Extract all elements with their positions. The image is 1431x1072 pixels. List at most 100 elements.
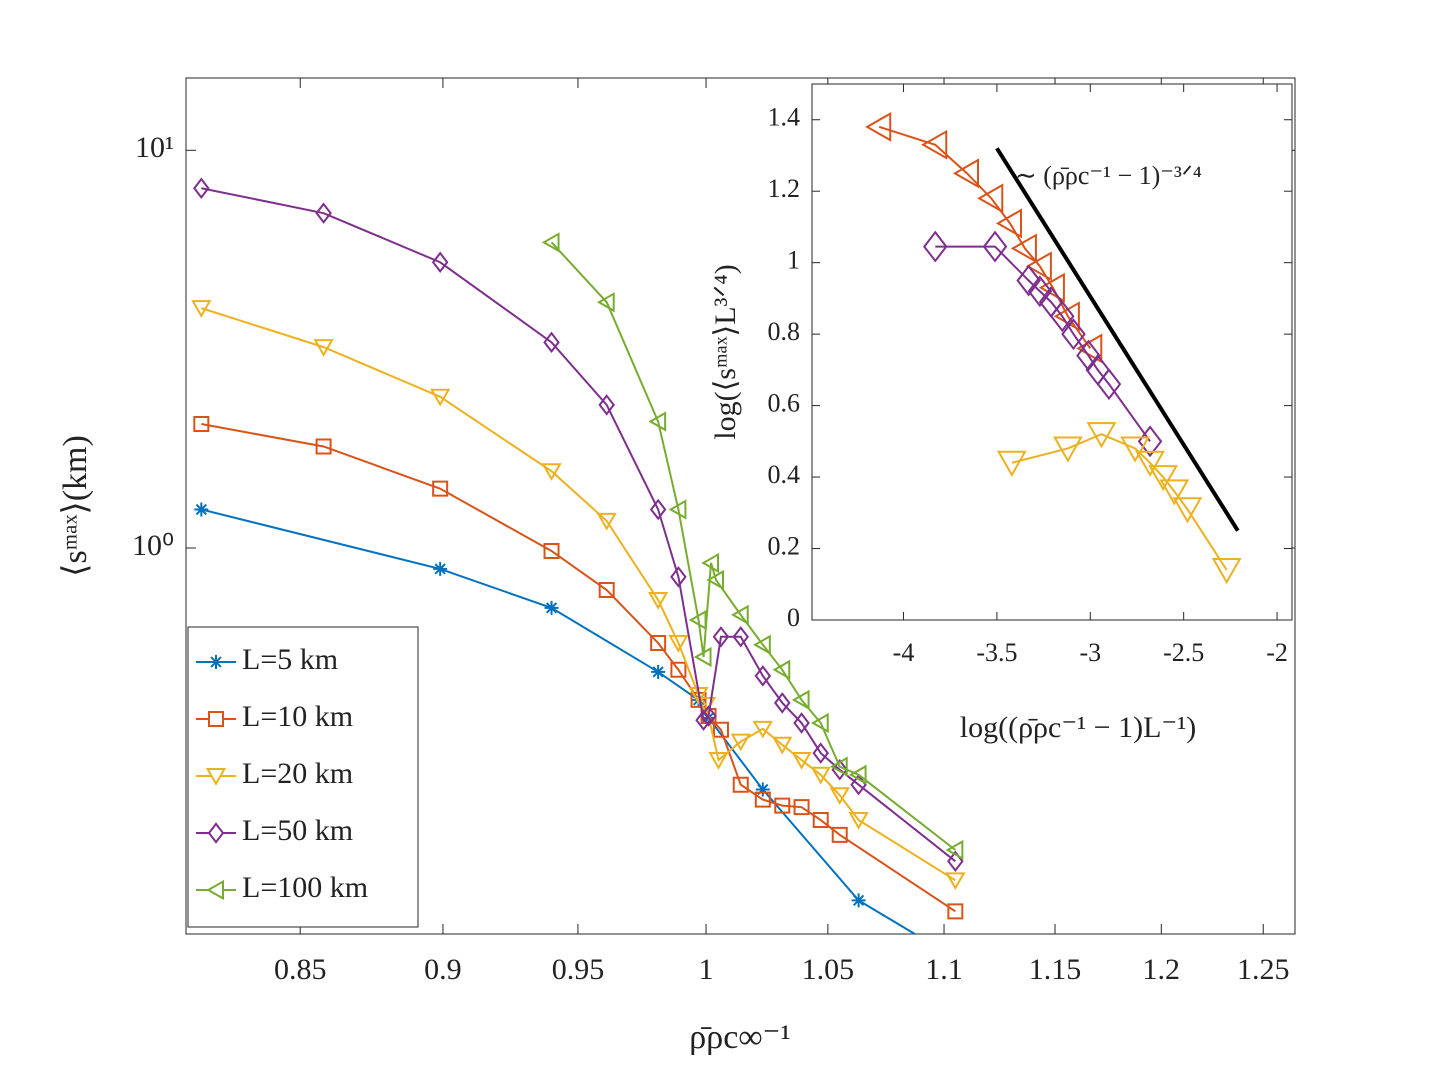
legend-marker xyxy=(205,768,227,786)
marker xyxy=(791,689,810,711)
marker xyxy=(433,561,448,576)
marker xyxy=(1086,422,1117,449)
marker xyxy=(670,661,687,678)
marker xyxy=(754,665,772,687)
legend-label: L=50 km xyxy=(242,814,353,847)
marker xyxy=(1172,497,1203,524)
y-tick-label: 0.4 xyxy=(768,460,801,489)
marker xyxy=(811,712,829,734)
marker xyxy=(793,712,810,734)
marker xyxy=(598,394,615,416)
marker xyxy=(945,872,966,891)
marker xyxy=(598,582,615,599)
marker xyxy=(688,609,707,631)
marker xyxy=(753,634,771,655)
marker xyxy=(431,251,449,274)
marker xyxy=(812,742,829,764)
y-tick-label: 0 xyxy=(787,603,800,632)
marker xyxy=(648,592,669,610)
marker xyxy=(982,230,1008,263)
x-axis-label: log((ρ̄ρc⁻¹ − 1)L⁻¹) xyxy=(960,711,1196,744)
marker xyxy=(1052,436,1083,463)
marker xyxy=(193,416,210,433)
series-line xyxy=(878,125,1092,349)
marker xyxy=(596,292,615,313)
marker xyxy=(730,733,751,752)
marker xyxy=(831,758,848,781)
marker xyxy=(947,850,964,873)
plot-area xyxy=(811,83,1293,621)
marker xyxy=(1016,264,1041,297)
data-layer xyxy=(865,111,1242,585)
marker xyxy=(829,787,850,805)
marker xyxy=(695,709,712,731)
marker xyxy=(1135,450,1165,477)
x-tick-label: -2.5 xyxy=(1163,638,1204,667)
marker xyxy=(596,512,617,531)
marker xyxy=(995,208,1022,239)
legend-marker xyxy=(207,822,225,844)
legend-label: L=5 km xyxy=(242,643,338,676)
y-axis-label: log(⟨sᵐᵃˣ⟩L³ᐟ⁴) xyxy=(709,264,742,439)
marker xyxy=(952,158,980,189)
marker xyxy=(774,692,791,714)
x-tick-label: -2 xyxy=(1266,638,1288,667)
marker xyxy=(772,659,791,680)
marker xyxy=(315,202,332,224)
x-axis-label: ρ̄ρc∞⁻¹ xyxy=(689,1019,790,1056)
marker xyxy=(701,552,720,574)
marker xyxy=(947,903,964,920)
x-tick-label: -4 xyxy=(893,638,915,667)
marker xyxy=(432,480,449,497)
marker xyxy=(996,450,1027,477)
marker xyxy=(313,339,334,357)
marker xyxy=(1025,251,1052,282)
marker xyxy=(755,782,770,797)
marker xyxy=(700,705,717,727)
marker xyxy=(670,566,687,588)
marker xyxy=(194,502,209,517)
marker xyxy=(772,736,793,755)
marker xyxy=(708,752,729,770)
marker xyxy=(1148,465,1179,492)
y-tick-label: 1.4 xyxy=(768,103,801,132)
marker xyxy=(831,826,848,843)
reference-line xyxy=(995,147,1240,532)
legend-marker xyxy=(208,711,224,727)
marker xyxy=(1076,339,1101,372)
marker xyxy=(1211,557,1242,585)
x-tick-label: 0.85 xyxy=(274,953,327,986)
marker xyxy=(1027,275,1053,308)
marker xyxy=(830,756,848,777)
marker xyxy=(544,600,559,615)
marker xyxy=(791,752,812,770)
marker xyxy=(315,438,332,455)
marker xyxy=(945,839,964,861)
marker xyxy=(712,626,730,648)
y-tick-label: 10¹ xyxy=(135,131,174,164)
x-tick-label: 1.2 xyxy=(1143,953,1181,986)
x-tick-label: 1.15 xyxy=(1029,953,1082,986)
marker xyxy=(648,411,667,432)
annotation: ∼ (ρ̄ρc⁻¹ − 1)⁻³ᐟ⁴ xyxy=(1015,161,1202,190)
legend-marker xyxy=(206,879,224,901)
marker xyxy=(668,634,689,653)
legend-marker xyxy=(209,655,223,669)
marker xyxy=(810,766,831,785)
x-tick-label: 1.25 xyxy=(1237,953,1290,986)
marker xyxy=(754,791,771,808)
marker xyxy=(649,498,667,521)
marker xyxy=(706,569,724,591)
marker xyxy=(1159,479,1190,506)
series-line xyxy=(1011,433,1228,571)
x-tick-label: 1.1 xyxy=(925,953,963,986)
marker xyxy=(921,129,948,160)
marker xyxy=(731,604,749,625)
marker xyxy=(812,812,829,829)
marker xyxy=(693,646,712,668)
marker xyxy=(1010,233,1037,264)
data-layer xyxy=(191,177,966,934)
marker xyxy=(977,183,1004,214)
marker xyxy=(774,797,791,814)
